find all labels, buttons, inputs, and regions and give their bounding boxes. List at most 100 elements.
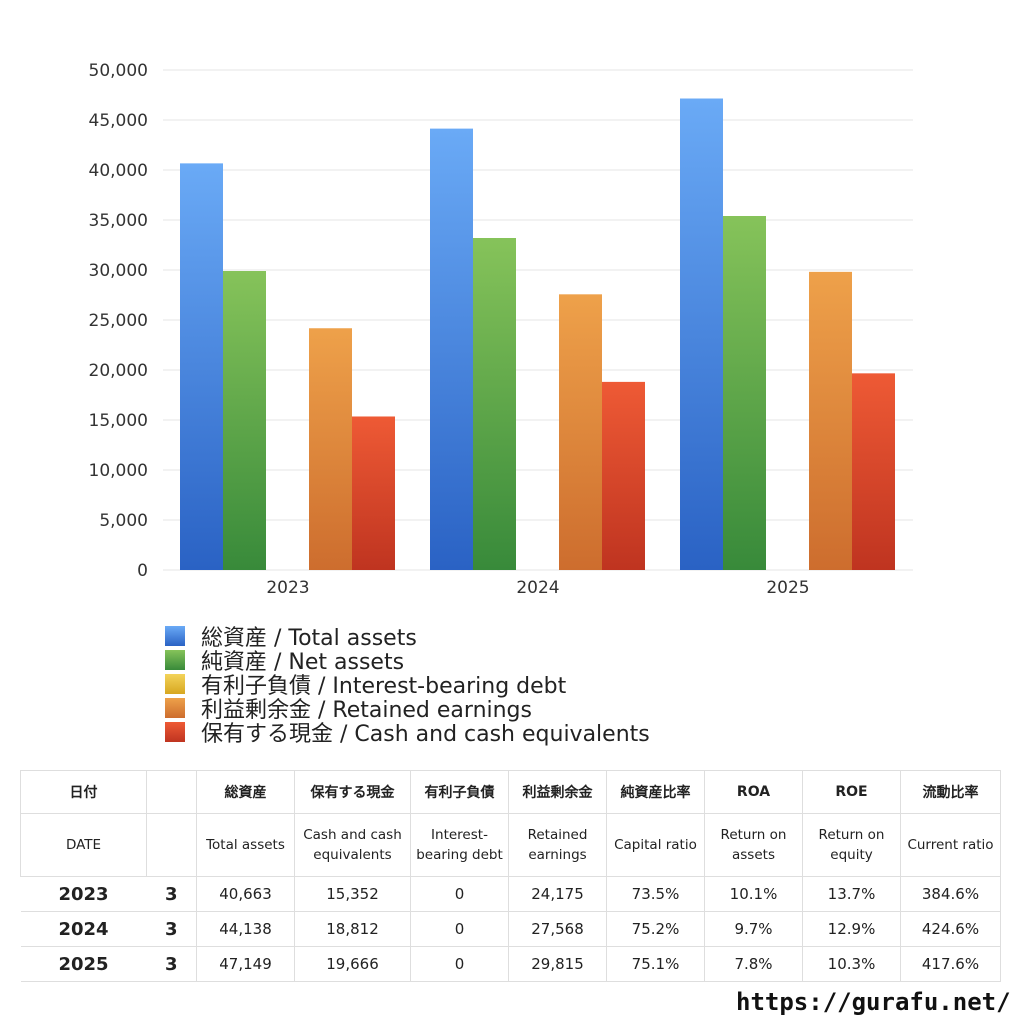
header-retained-en: Retained earnings xyxy=(508,813,607,877)
bar-chart: 0 5,000 10,000 15,000 20,000 25,000 30,000 35,0… xyxy=(89,61,913,598)
legend-item-cash: 保有する現金 / Cash and cash equivalents xyxy=(165,720,650,747)
bar-2023-series-4 xyxy=(352,416,395,570)
table-header-en: DATE Total assets Cash and cash equivale… xyxy=(20,813,1001,877)
cell-capital-ratio: 75.1% xyxy=(606,946,705,982)
table-header-jp: 日付 総資産 保有する現金 有利子負債 利益剰余金 純資産比率 ROA ROE … xyxy=(20,770,1001,814)
bar-2023-series-1 xyxy=(223,271,266,570)
financial-data-table: 日付 総資産 保有する現金 有利子負債 利益剰余金 純資産比率 ROA ROE … xyxy=(20,770,1001,982)
cell-retained: 24,175 xyxy=(508,876,607,912)
footer-url: https://gurafu.net/ xyxy=(736,988,1011,1016)
bar-2025-series-4 xyxy=(852,373,895,570)
cell-cash: 18,812 xyxy=(294,911,411,947)
header-current-ratio-jp: 流動比率 xyxy=(900,770,1001,814)
legend-label: 総資産 / Total assets xyxy=(201,626,417,651)
legend-swatch-total-assets xyxy=(165,626,185,646)
y-tick-label: 40,000 xyxy=(89,161,148,181)
bar-2025-series-1 xyxy=(723,216,766,570)
header-current-ratio-en: Current ratio xyxy=(900,813,1001,877)
cell-total-assets: 44,138 xyxy=(196,911,295,947)
y-tick-label: 35,000 xyxy=(89,211,148,231)
cell-year: 2024 xyxy=(20,911,147,947)
header-total-assets-en: Total assets xyxy=(196,813,295,877)
header-debt-jp: 有利子負債 xyxy=(410,770,509,814)
bar-2024-series-3 xyxy=(559,294,602,570)
y-tick-label: 15,000 xyxy=(89,411,148,431)
table-row: 2025 3 47,149 19,666 0 29,815 75.1% 7.8%… xyxy=(20,946,1001,982)
cell-roa: 9.7% xyxy=(704,911,803,947)
table-row: 2023 3 40,663 15,352 0 24,175 73.5% 10.1… xyxy=(20,876,1001,912)
bar-2024-series-4 xyxy=(602,381,645,570)
y-axis-ticks: 0 5,000 10,000 15,000 20,000 25,000 30,000 35,0… xyxy=(89,61,148,581)
legend-swatch-net-assets xyxy=(165,650,185,670)
y-tick-label: 10,000 xyxy=(89,461,148,481)
cell-roa: 7.8% xyxy=(704,946,803,982)
legend-item-total-assets: 総資産 / Total assets xyxy=(165,624,650,651)
cell-retained: 29,815 xyxy=(508,946,607,982)
bar-2025-series-0 xyxy=(680,98,723,570)
header-roe-jp: ROE xyxy=(802,770,901,814)
x-tick-label: 2025 xyxy=(766,578,809,598)
x-tick-label: 2023 xyxy=(266,578,309,598)
header-month-en xyxy=(146,813,197,877)
cell-roa: 10.1% xyxy=(704,876,803,912)
header-date-en: DATE xyxy=(20,813,147,877)
bar-2024-series-0 xyxy=(430,128,473,570)
cell-total-assets: 47,149 xyxy=(196,946,295,982)
legend-item-retained-earnings: 利益剰余金 / Retained earnings xyxy=(165,696,650,723)
cell-month: 3 xyxy=(146,911,197,947)
legend-label: 有利子負債 / Interest-bearing debt xyxy=(201,674,567,699)
cell-capital-ratio: 75.2% xyxy=(606,911,705,947)
header-total-assets-jp: 総資産 xyxy=(196,770,295,814)
cell-current-ratio: 384.6% xyxy=(900,876,1001,912)
cell-current-ratio: 417.6% xyxy=(900,946,1001,982)
cell-debt: 0 xyxy=(410,946,509,982)
bar-2023-series-3 xyxy=(309,328,352,570)
bar-2024-series-1 xyxy=(473,238,516,570)
header-cash-jp: 保有する現金 xyxy=(294,770,411,814)
cell-month: 3 xyxy=(146,876,197,912)
cell-roe: 10.3% xyxy=(802,946,901,982)
y-tick-label: 5,000 xyxy=(99,511,148,531)
cell-year: 2023 xyxy=(20,876,147,912)
header-capital-ratio-jp: 純資産比率 xyxy=(606,770,705,814)
cell-total-assets: 40,663 xyxy=(196,876,295,912)
bar-2025-series-3 xyxy=(809,271,852,570)
header-cash-en: Cash and cash equivalents xyxy=(294,813,411,877)
y-tick-label: 25,000 xyxy=(89,311,148,331)
legend-label: 利益剰余金 / Retained earnings xyxy=(201,698,532,723)
header-roa-jp: ROA xyxy=(704,770,803,814)
y-tick-label: 20,000 xyxy=(89,361,148,381)
legend-swatch-cash xyxy=(165,722,185,742)
legend-item-net-assets: 純資産 / Net assets xyxy=(165,648,650,675)
legend-swatch-interest-bearing-debt xyxy=(165,674,185,694)
cell-roe: 12.9% xyxy=(802,911,901,947)
chart-legend: 総資産 / Total assets 純資産 / Net assets 有利子負… xyxy=(165,624,650,747)
header-roe-en: Return on equity xyxy=(802,813,901,877)
legend-label: 保有する現金 / Cash and cash equivalents xyxy=(201,722,650,747)
cell-retained: 27,568 xyxy=(508,911,607,947)
cell-month: 3 xyxy=(146,946,197,982)
table-row: 2024 3 44,138 18,812 0 27,568 75.2% 9.7%… xyxy=(20,911,1001,947)
x-axis-ticks: 2023 2024 2025 xyxy=(266,578,809,598)
header-retained-jp: 利益剰余金 xyxy=(508,770,607,814)
header-capital-ratio-en: Capital ratio xyxy=(606,813,705,877)
bar-2023-series-0 xyxy=(180,163,223,570)
cell-cash: 19,666 xyxy=(294,946,411,982)
cell-cash: 15,352 xyxy=(294,876,411,912)
y-tick-label: 30,000 xyxy=(89,261,148,281)
header-debt-en: Interest-bearing debt xyxy=(410,813,509,877)
legend-swatch-retained-earnings xyxy=(165,698,185,718)
header-roa-en: Return on assets xyxy=(704,813,803,877)
cell-debt: 0 xyxy=(410,876,509,912)
legend-label: 純資産 / Net assets xyxy=(201,650,405,675)
y-tick-label: 0 xyxy=(137,561,148,581)
chart-bars xyxy=(180,98,895,570)
chart-grid xyxy=(163,69,913,571)
y-tick-label: 45,000 xyxy=(89,111,148,131)
cell-roe: 13.7% xyxy=(802,876,901,912)
cell-debt: 0 xyxy=(410,911,509,947)
cell-current-ratio: 424.6% xyxy=(900,911,1001,947)
legend-item-interest-bearing-debt: 有利子負債 / Interest-bearing debt xyxy=(165,672,650,699)
cell-capital-ratio: 73.5% xyxy=(606,876,705,912)
header-month-jp xyxy=(146,770,197,814)
